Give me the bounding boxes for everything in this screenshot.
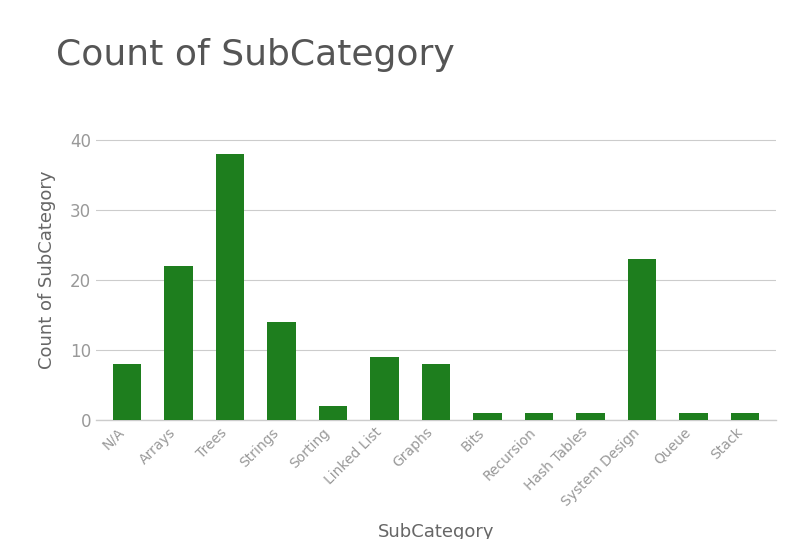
Bar	[525, 413, 553, 420]
Bar	[216, 154, 244, 420]
Bar	[731, 413, 759, 420]
Bar	[164, 266, 193, 420]
Bar	[422, 364, 450, 420]
Bar	[319, 406, 347, 420]
Bar	[474, 413, 502, 420]
Bar	[679, 413, 708, 420]
Bar	[113, 364, 141, 420]
Y-axis label: Count of SubCategory: Count of SubCategory	[38, 170, 56, 369]
Bar	[628, 259, 656, 420]
Bar	[576, 413, 605, 420]
Bar	[267, 322, 296, 420]
Bar	[370, 357, 398, 420]
X-axis label: SubCategory: SubCategory	[378, 522, 494, 539]
Text: Count of SubCategory: Count of SubCategory	[56, 38, 454, 72]
